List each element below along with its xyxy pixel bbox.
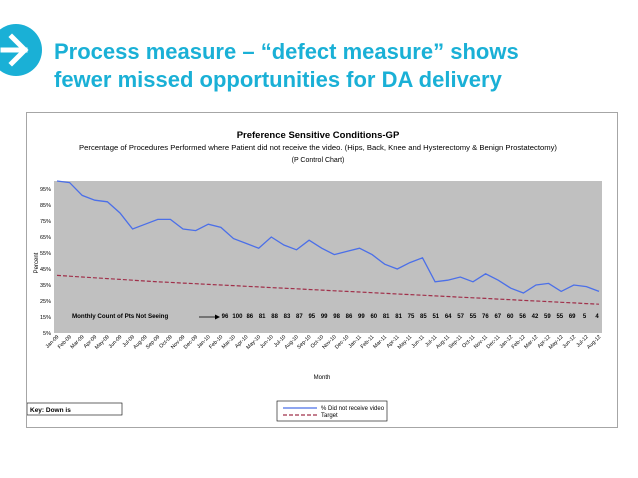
legend-label: Target	[321, 413, 338, 419]
y-tick-label: 45%	[40, 267, 51, 273]
y-tick-label: 95%	[40, 187, 51, 193]
count-value: 4	[595, 314, 599, 320]
x-tick-label: Mar-10	[221, 334, 237, 350]
x-tick-label: Jun-09	[108, 334, 124, 350]
x-tick-label: Mar-09	[70, 334, 86, 350]
x-tick-label: Sep-11	[448, 334, 464, 350]
x-tick-label: May-11	[397, 334, 413, 350]
count-value: 100	[232, 314, 243, 320]
slide-title-line-1: Process measure – “defect measure” shows	[54, 39, 519, 64]
x-tick-label: May-12	[548, 334, 565, 351]
x-tick-label: Dec-10	[334, 334, 350, 350]
count-value: 99	[321, 314, 328, 320]
y-tick-label: 25%	[40, 299, 51, 305]
x-tick-label: Mar-11	[372, 334, 388, 350]
count-value: 51	[432, 314, 439, 320]
y-tick-label: 55%	[40, 251, 51, 257]
count-value: 57	[457, 314, 464, 320]
key-label: Key: Down is	[30, 407, 71, 414]
key-box: Key: Down is	[26, 402, 123, 416]
p-control-chart: Preference Sensitive Conditions-GP Perce…	[26, 130, 602, 422]
count-value: 76	[482, 314, 489, 320]
x-tick-label: May-09	[94, 334, 111, 351]
count-value: 5	[583, 314, 587, 320]
count-value: 42	[532, 314, 539, 320]
series-line-target	[56, 274, 600, 305]
count-value: 81	[383, 314, 390, 320]
count-value: 85	[420, 314, 427, 320]
count-value: 69	[569, 314, 576, 320]
count-value: 81	[395, 314, 402, 320]
count-value: 59	[544, 314, 551, 320]
x-tick-label: Jun-12	[562, 334, 578, 350]
x-tick-label: Dec-09	[183, 334, 199, 350]
count-value: 86	[346, 314, 353, 320]
x-tick-label: Jun-11	[410, 334, 425, 349]
x-tick-label: Dec-11	[486, 334, 502, 350]
count-value: 99	[358, 314, 365, 320]
count-value: 67	[494, 314, 501, 320]
count-value: 96	[222, 314, 229, 320]
count-value: 55	[470, 314, 477, 320]
arrow-right-circle-icon	[0, 22, 44, 78]
count-value: 64	[445, 314, 452, 320]
y-tick-label: 65%	[40, 235, 51, 241]
x-tick-label: Aug-12	[586, 334, 602, 350]
count-value: 60	[370, 314, 377, 320]
x-tick-label: Sep-10	[296, 334, 312, 350]
chart-subtitle-2: (P Control Chart)	[292, 157, 345, 164]
chart-subtitle: Percentage of Procedures Performed where…	[79, 145, 557, 152]
count-value: 98	[333, 314, 340, 320]
series-line-did-not-receive-video	[56, 180, 600, 294]
chart-frame: Preference Sensitive Conditions-GP Perce…	[26, 112, 618, 428]
slide-title-line-2: fewer missed opportunities for DA delive…	[54, 67, 502, 92]
count-row-arrowhead	[215, 314, 220, 320]
x-tick-label: Jun-10	[259, 334, 275, 350]
count-value: 56	[519, 314, 526, 320]
count-value: 60	[507, 314, 514, 320]
x-tick-label: May-10	[245, 334, 262, 351]
y-axis-label: Percent	[34, 252, 40, 273]
y-tick-label: 35%	[40, 283, 51, 289]
count-value: 95	[308, 314, 315, 320]
slide-title: Process measure – “defect measure” shows…	[54, 38, 634, 94]
count-row-label: Monthly Count of Pts Not Seeing	[72, 313, 168, 320]
count-value: 55	[556, 314, 563, 320]
count-value: 75	[408, 314, 415, 320]
y-tick-label: 75%	[40, 219, 51, 225]
x-tick-label: Sep-09	[145, 334, 161, 350]
chart-title: Preference Sensitive Conditions-GP	[237, 130, 400, 141]
count-value: 81	[259, 314, 266, 320]
x-tick-label: Mar-12	[523, 334, 539, 350]
count-value: 86	[246, 314, 253, 320]
y-tick-label: 15%	[40, 315, 51, 321]
legend-label: % Did not receive video	[321, 406, 385, 412]
count-value: 88	[271, 314, 278, 320]
y-tick-label: 5%	[43, 331, 51, 337]
count-value: 87	[296, 314, 303, 320]
y-tick-label: 85%	[40, 203, 51, 209]
plot-area	[54, 181, 602, 333]
count-value: 83	[284, 314, 291, 320]
x-axis-label: Month	[314, 375, 331, 381]
